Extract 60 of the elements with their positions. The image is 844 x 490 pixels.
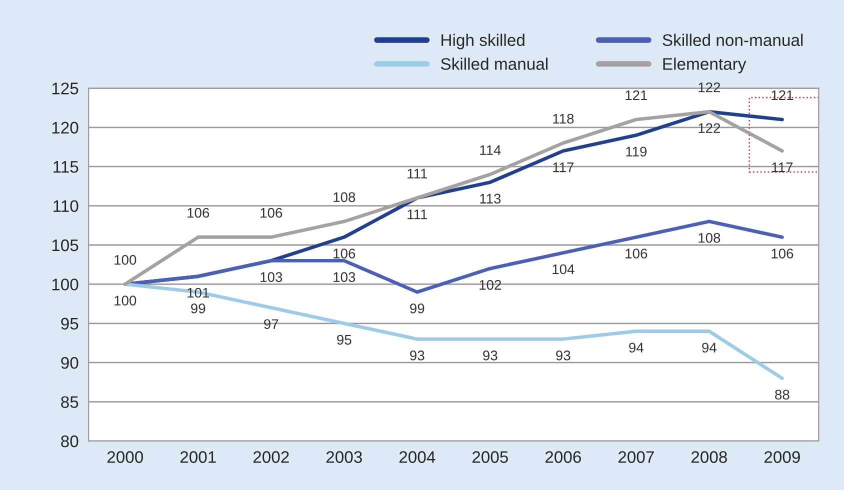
data-label: 111 [408, 168, 428, 178]
legend-label: Elementary [663, 58, 746, 74]
x-tick-label: 2009 [764, 451, 800, 463]
data-label: 111 [408, 210, 428, 220]
x-tick-label: 2001 [180, 451, 216, 463]
y-tick-label: 105 [52, 239, 78, 252]
data-label: 102 [480, 280, 502, 290]
x-tick-label: 2002 [253, 451, 289, 463]
data-label: 106 [626, 248, 648, 258]
data-label: 88 [775, 390, 790, 400]
x-tick-label: 2000 [107, 451, 144, 463]
data-label: 108 [334, 192, 356, 202]
data-label: 114 [480, 145, 501, 155]
y-tick-label: 85 [61, 396, 78, 408]
data-label: 121 [772, 90, 794, 100]
y-tick-label: 120 [52, 122, 78, 134]
y-tick-label: 110 [54, 200, 78, 212]
data-label: 104 [552, 264, 574, 274]
data-label: 103 [260, 272, 282, 282]
data-label: 117 [772, 162, 793, 172]
data-label: 106 [188, 208, 210, 218]
data-label: 106 [334, 248, 356, 258]
data-label: 103 [334, 272, 356, 282]
y-tick-label: 100 [52, 278, 78, 290]
data-label: 118 [553, 114, 574, 124]
data-label: 94 [702, 342, 716, 353]
x-tick-label: 2008 [691, 451, 727, 463]
data-label: 100 [114, 254, 136, 265]
data-label: 117 [553, 162, 574, 172]
data-label: 119 [626, 146, 647, 157]
data-label: 122 [698, 82, 720, 92]
x-tick-label: 2006 [545, 451, 581, 463]
y-tick-label: 125 [52, 82, 78, 94]
data-label: 100 [114, 296, 136, 306]
data-label: 101 [188, 288, 210, 298]
data-label: 99 [191, 304, 206, 314]
data-label: 94 [629, 342, 644, 353]
x-tick-label: 2007 [618, 451, 654, 463]
y-tick-label: 95 [61, 318, 78, 330]
data-label: 106 [772, 248, 794, 258]
y-tick-label: 80 [61, 435, 78, 448]
data-label: 93 [483, 350, 498, 360]
x-tick-label: 2003 [326, 451, 362, 463]
data-label: 93 [410, 350, 424, 360]
legend-label: Skilled non-manual [662, 34, 803, 46]
x-tick-label: 2004 [399, 451, 436, 463]
data-label: 99 [410, 304, 424, 314]
y-tick-label: 115 [54, 161, 78, 173]
data-label: 95 [337, 334, 352, 345]
data-label: 97 [264, 319, 278, 330]
legend-label: High skilled [442, 34, 524, 50]
data-label: 121 [626, 90, 648, 100]
data-label: 108 [698, 232, 720, 243]
data-label: 122 [698, 123, 720, 133]
data-label: 113 [480, 194, 501, 204]
y-tick-label: 90 [61, 357, 78, 369]
data-label: 106 [260, 208, 282, 218]
data-label: 93 [556, 350, 570, 360]
x-tick-label: 2005 [472, 451, 508, 463]
legend-label: Skilled manual [440, 58, 548, 70]
